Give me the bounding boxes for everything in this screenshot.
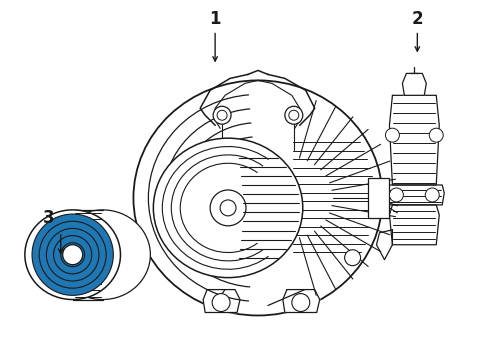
Polygon shape bbox=[203, 289, 240, 312]
Polygon shape bbox=[402, 73, 426, 95]
Bar bbox=[368, 178, 390, 218]
Circle shape bbox=[217, 110, 227, 120]
Circle shape bbox=[285, 106, 303, 124]
Circle shape bbox=[213, 106, 231, 124]
Text: 2: 2 bbox=[412, 10, 423, 28]
Ellipse shape bbox=[55, 210, 150, 300]
Circle shape bbox=[32, 214, 113, 295]
Circle shape bbox=[220, 200, 236, 216]
Polygon shape bbox=[385, 185, 444, 205]
Circle shape bbox=[210, 190, 246, 226]
Circle shape bbox=[212, 293, 230, 311]
Circle shape bbox=[39, 221, 106, 288]
Ellipse shape bbox=[153, 138, 303, 278]
Polygon shape bbox=[390, 95, 439, 185]
Circle shape bbox=[47, 228, 99, 281]
Polygon shape bbox=[376, 230, 392, 260]
Circle shape bbox=[429, 128, 443, 142]
Polygon shape bbox=[390, 205, 439, 245]
Circle shape bbox=[289, 110, 299, 120]
Circle shape bbox=[390, 188, 403, 202]
Circle shape bbox=[61, 243, 85, 267]
Ellipse shape bbox=[133, 80, 383, 315]
Circle shape bbox=[425, 188, 439, 202]
Circle shape bbox=[63, 245, 83, 265]
Circle shape bbox=[386, 128, 399, 142]
Ellipse shape bbox=[25, 210, 121, 300]
Polygon shape bbox=[283, 289, 319, 312]
Circle shape bbox=[292, 293, 310, 311]
Text: 1: 1 bbox=[209, 10, 221, 28]
Circle shape bbox=[344, 250, 361, 266]
Text: 3: 3 bbox=[43, 209, 54, 227]
Circle shape bbox=[53, 235, 92, 274]
